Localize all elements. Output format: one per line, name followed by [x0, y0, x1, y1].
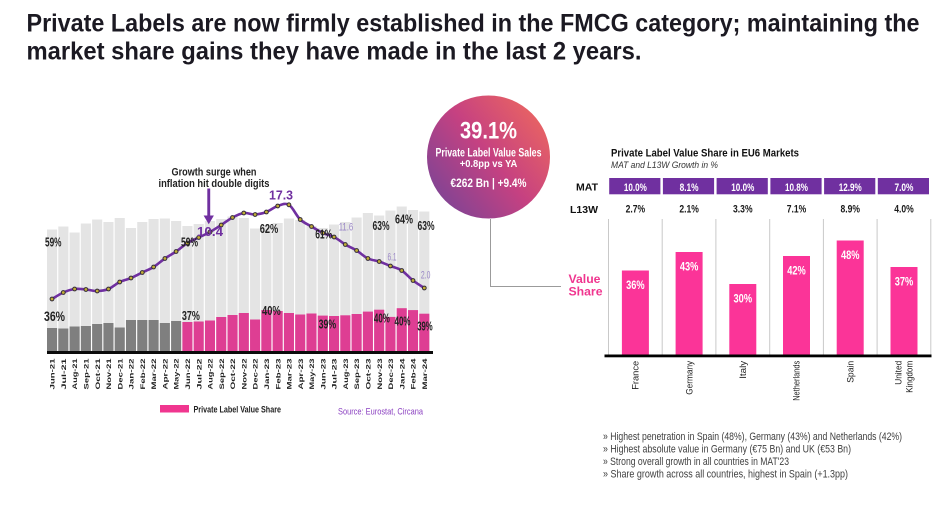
svg-text:Apr-23: Apr-23 — [298, 358, 305, 390]
svg-text:Jun-22: Jun-22 — [185, 358, 192, 390]
svg-text:63%: 63% — [418, 218, 435, 233]
svg-text:Sep-23: Sep-23 — [354, 358, 361, 390]
svg-text:Feb-23: Feb-23 — [275, 358, 282, 390]
svg-text:39%: 39% — [417, 318, 433, 333]
svg-text:Feb-22: Feb-22 — [140, 358, 147, 390]
svg-text:7.0%: 7.0% — [894, 182, 913, 194]
svg-text:Dec-23: Dec-23 — [388, 358, 395, 390]
svg-text:10.4: 10.4 — [197, 224, 224, 239]
svg-text:2.1%: 2.1% — [679, 204, 699, 216]
svg-text:United: United — [894, 361, 905, 385]
svg-text:May-22: May-22 — [174, 358, 181, 390]
svg-text:Sep-21: Sep-21 — [84, 358, 91, 390]
svg-text:Sep-22: Sep-22 — [219, 358, 226, 390]
svg-text:42%: 42% — [787, 265, 806, 278]
svg-text:Apr-22: Apr-22 — [163, 358, 170, 390]
svg-text:Jan-24: Jan-24 — [399, 358, 406, 390]
svg-text:Italy: Italy — [738, 361, 749, 379]
svg-text:40%: 40% — [262, 303, 281, 318]
svg-text:6.1: 6.1 — [388, 252, 397, 264]
svg-text:39%: 39% — [319, 317, 337, 332]
svg-text:» Highest absolute value in Ge: » Highest absolute value in Germany (€75… — [603, 444, 851, 456]
svg-text:8.9%: 8.9% — [840, 204, 860, 216]
svg-text:Private Labels are now firmly: Private Labels are now firmly establishe… — [27, 10, 920, 38]
svg-text:61%: 61% — [315, 227, 332, 242]
svg-text:59%: 59% — [181, 235, 198, 250]
svg-text:Dec-22: Dec-22 — [253, 358, 260, 390]
svg-text:Private Label Value Share: Private Label Value Share — [194, 405, 282, 416]
svg-text:30%: 30% — [734, 293, 753, 306]
svg-text:Jul-22: Jul-22 — [196, 358, 203, 390]
svg-text:Jun-21: Jun-21 — [50, 358, 57, 390]
svg-text:Mar-23: Mar-23 — [287, 358, 294, 390]
svg-text:Feb-24: Feb-24 — [411, 358, 418, 390]
svg-text:36%: 36% — [626, 279, 645, 292]
svg-text:10.0%: 10.0% — [731, 182, 754, 194]
svg-text:May-23: May-23 — [309, 358, 316, 390]
svg-text:Oct-21: Oct-21 — [95, 358, 102, 390]
svg-text:Germany: Germany — [684, 361, 695, 395]
svg-text:» Strong overall growth in all: » Strong overall growth in all countries… — [603, 456, 789, 468]
svg-text:Jan-23: Jan-23 — [264, 358, 271, 390]
svg-text:Share: Share — [569, 287, 603, 299]
svg-text:7.1%: 7.1% — [787, 204, 807, 216]
svg-text:Aug-21: Aug-21 — [72, 358, 79, 390]
svg-text:36%: 36% — [44, 309, 65, 324]
svg-text:59%: 59% — [45, 235, 62, 250]
svg-text:Mar-22: Mar-22 — [151, 358, 158, 390]
svg-text:Growth surge when: Growth surge when — [172, 167, 257, 179]
svg-text:Private Label Value Sales: Private Label Value Sales — [436, 146, 542, 160]
svg-text:Jul-21: Jul-21 — [61, 358, 68, 390]
svg-text:Jun-23: Jun-23 — [320, 358, 327, 390]
svg-text:Oct-22: Oct-22 — [230, 358, 237, 390]
svg-text:Nov-22: Nov-22 — [241, 358, 248, 390]
svg-text:10.0%: 10.0% — [624, 182, 647, 194]
svg-text:Aug-23: Aug-23 — [343, 358, 350, 390]
svg-text:Kingdom: Kingdom — [905, 361, 916, 393]
svg-text:inflation hit double digits: inflation hit double digits — [159, 178, 270, 190]
svg-text:Private Label Value Share in E: Private Label Value Share in EU6 Markets — [611, 148, 799, 160]
svg-text:8.1%: 8.1% — [680, 182, 699, 194]
svg-text:Dec-21: Dec-21 — [117, 358, 124, 390]
svg-text:48%: 48% — [841, 249, 860, 262]
svg-text:62%: 62% — [260, 221, 279, 236]
svg-text:Nov-23: Nov-23 — [377, 358, 384, 390]
svg-text:Nov-21: Nov-21 — [106, 358, 113, 390]
svg-text:37%: 37% — [182, 308, 200, 323]
svg-text:Source: Eurostat, Circana: Source: Eurostat, Circana — [338, 407, 424, 418]
svg-text:France: France — [631, 361, 642, 390]
svg-text:63%: 63% — [373, 218, 390, 233]
svg-text:4.0%: 4.0% — [894, 204, 914, 216]
svg-text:Jan-22: Jan-22 — [129, 358, 136, 390]
svg-text:39.1%: 39.1% — [460, 117, 517, 144]
svg-text:market share gains they have m: market share gains they have made in the… — [27, 38, 642, 66]
svg-text:Jul-23: Jul-23 — [332, 358, 339, 390]
svg-text:11.6: 11.6 — [339, 222, 354, 234]
svg-text:Netherlands: Netherlands — [792, 361, 803, 401]
svg-text:37%: 37% — [895, 276, 914, 289]
svg-text:40%: 40% — [374, 310, 390, 325]
svg-text:Oct-23: Oct-23 — [366, 358, 373, 390]
svg-text:Value: Value — [569, 274, 601, 286]
svg-text:3.3%: 3.3% — [733, 204, 753, 216]
svg-text:17.3: 17.3 — [269, 188, 293, 203]
svg-text:Aug-22: Aug-22 — [208, 358, 215, 390]
svg-text:12.9%: 12.9% — [839, 182, 862, 194]
svg-text:MAT: MAT — [576, 182, 599, 194]
svg-text:10.8%: 10.8% — [785, 182, 808, 194]
svg-text:€262 Bn | +9.4%: €262 Bn | +9.4% — [451, 176, 527, 190]
svg-text:L13W: L13W — [570, 204, 598, 216]
svg-text:Mar-24: Mar-24 — [422, 358, 429, 390]
svg-text:MAT and L13W Growth in %: MAT and L13W Growth in % — [611, 160, 718, 171]
svg-text:» Share growth across all coun: » Share growth across all countries, hig… — [603, 469, 848, 481]
svg-text:64%: 64% — [395, 211, 413, 226]
svg-text:» Highest penetration in Spain: » Highest penetration in Spain (48%), Ge… — [603, 431, 902, 443]
svg-text:Spain: Spain — [845, 361, 856, 383]
svg-text:43%: 43% — [680, 261, 699, 274]
svg-text:+0.8pp vs YA: +0.8pp vs YA — [460, 158, 518, 170]
svg-text:2.7%: 2.7% — [626, 204, 646, 216]
svg-text:2.0: 2.0 — [421, 270, 431, 282]
svg-text:40%: 40% — [395, 314, 411, 329]
